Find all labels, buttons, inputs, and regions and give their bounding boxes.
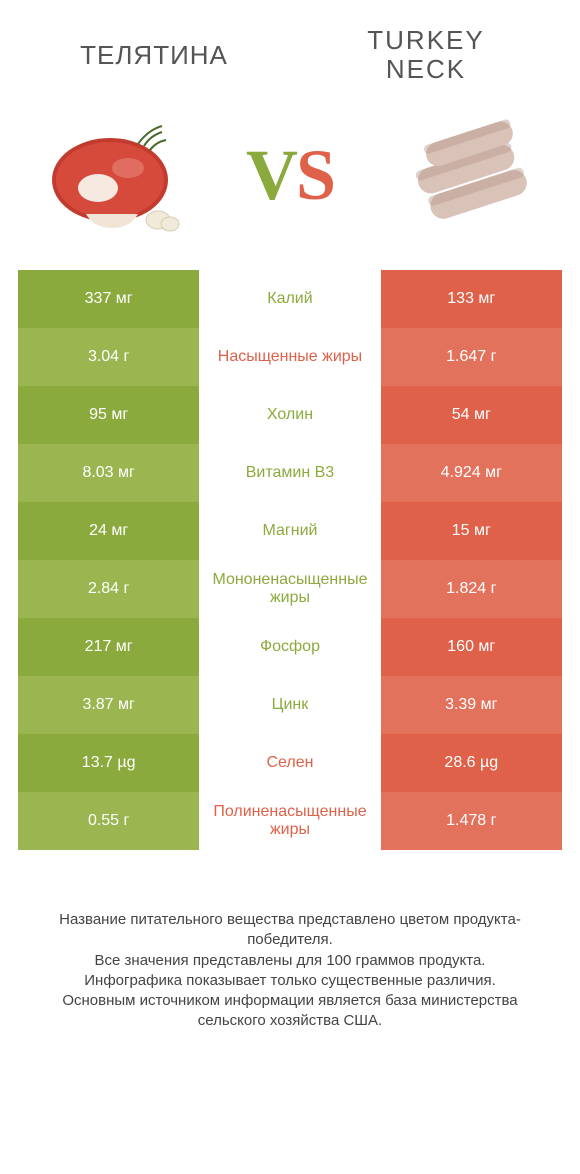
nutrient-value-right: 54 мг xyxy=(381,386,562,444)
vs-label: VS xyxy=(246,134,334,217)
nutrient-value-left: 3.04 г xyxy=(18,328,199,386)
nutrient-value-right: 28.6 µg xyxy=(381,734,562,792)
table-row: 95 мгХолин54 мг xyxy=(18,386,562,444)
nutrient-name: Калий xyxy=(199,270,380,328)
footer-line4: Основным источником информации является … xyxy=(38,991,542,1032)
footer-notes: Название питательного вещества представл… xyxy=(18,850,562,1032)
nutrient-value-right: 160 мг xyxy=(381,618,562,676)
nutrient-value-left: 13.7 µg xyxy=(18,734,199,792)
infographic-container: ТЕЛЯТИНА TURKEY NECK VS xyxy=(0,0,580,1032)
nutrient-value-left: 3.87 мг xyxy=(18,676,199,734)
nutrient-name: Фосфор xyxy=(199,618,380,676)
nutrient-value-right: 4.924 мг xyxy=(381,444,562,502)
veal-image xyxy=(38,110,188,240)
nutrient-value-right: 3.39 мг xyxy=(381,676,562,734)
nutrient-name: Холин xyxy=(199,386,380,444)
table-row: 337 мгКалий133 мг xyxy=(18,270,562,328)
titles-row: ТЕЛЯТИНА TURKEY NECK xyxy=(18,10,562,100)
title-right-line1: TURKEY xyxy=(290,26,562,55)
table-row: 24 мгМагний15 мг xyxy=(18,502,562,560)
nutrient-name: Витамин B3 xyxy=(199,444,380,502)
footer-line1: Название питательного вещества представл… xyxy=(38,910,542,951)
nutrient-value-right: 1.647 г xyxy=(381,328,562,386)
nutrient-value-left: 217 мг xyxy=(18,618,199,676)
nutrient-value-right: 15 мг xyxy=(381,502,562,560)
nutrient-value-left: 24 мг xyxy=(18,502,199,560)
vs-s: S xyxy=(296,135,334,215)
nutrient-name: Магний xyxy=(199,502,380,560)
table-row: 3.04 гНасыщенные жиры1.647 г xyxy=(18,328,562,386)
table-row: 13.7 µgСелен28.6 µg xyxy=(18,734,562,792)
nutrient-name: Мононенасыщенные жиры xyxy=(199,560,380,618)
nutrient-table: 337 мгКалий133 мг3.04 гНасыщенные жиры1.… xyxy=(18,270,562,850)
title-right-line2: NECK xyxy=(290,55,562,84)
vs-v: V xyxy=(246,135,296,215)
nutrient-name: Насыщенные жиры xyxy=(199,328,380,386)
footer-line2: Все значения представлены для 100 граммо… xyxy=(38,951,542,971)
nutrient-value-right: 1.824 г xyxy=(381,560,562,618)
title-left: ТЕЛЯТИНА xyxy=(18,40,290,71)
nutrient-value-left: 0.55 г xyxy=(18,792,199,850)
hero-row: VS xyxy=(18,100,562,270)
nutrient-name: Селен xyxy=(199,734,380,792)
table-row: 2.84 гМононенасыщенные жиры1.824 г xyxy=(18,560,562,618)
nutrient-value-left: 95 мг xyxy=(18,386,199,444)
turkey-neck-image xyxy=(392,110,542,240)
table-row: 8.03 мгВитамин B34.924 мг xyxy=(18,444,562,502)
table-row: 0.55 гПолиненасыщенные жиры1.478 г xyxy=(18,792,562,850)
title-right: TURKEY NECK xyxy=(290,26,562,83)
nutrient-name: Цинк xyxy=(199,676,380,734)
table-row: 3.87 мгЦинк3.39 мг xyxy=(18,676,562,734)
table-row: 217 мгФосфор160 мг xyxy=(18,618,562,676)
nutrient-value-left: 2.84 г xyxy=(18,560,199,618)
nutrient-name: Полиненасыщенные жиры xyxy=(199,792,380,850)
footer-line3: Инфографика показывает только существенн… xyxy=(38,971,542,991)
nutrient-value-left: 8.03 мг xyxy=(18,444,199,502)
nutrient-value-left: 337 мг xyxy=(18,270,199,328)
nutrient-value-right: 133 мг xyxy=(381,270,562,328)
nutrient-value-right: 1.478 г xyxy=(381,792,562,850)
